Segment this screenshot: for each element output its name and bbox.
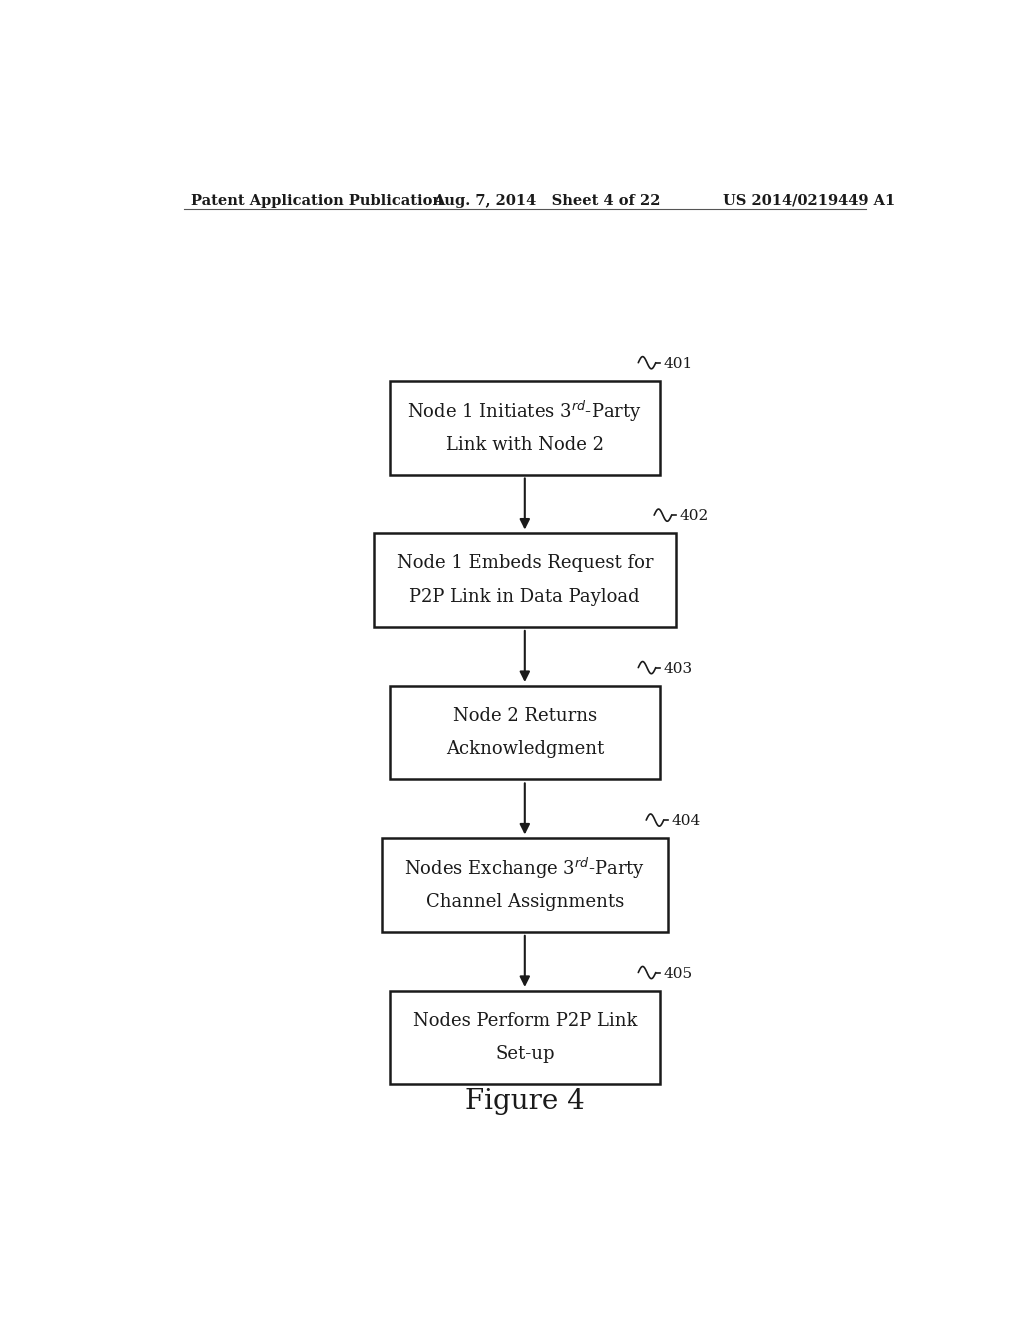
Text: Node 1 Embeds Request for: Node 1 Embeds Request for xyxy=(396,554,653,573)
Text: Channel Assignments: Channel Assignments xyxy=(426,892,624,911)
Text: 404: 404 xyxy=(672,814,700,828)
Text: 405: 405 xyxy=(664,966,693,981)
Text: P2P Link in Data Payload: P2P Link in Data Payload xyxy=(410,587,640,606)
Bar xyxy=(390,686,659,779)
Text: Patent Application Publication: Patent Application Publication xyxy=(191,194,443,209)
Bar xyxy=(390,991,659,1084)
Text: Nodes Perform P2P Link: Nodes Perform P2P Link xyxy=(413,1012,637,1030)
Text: 402: 402 xyxy=(680,510,709,523)
Text: 403: 403 xyxy=(664,661,693,676)
Text: Nodes Exchange 3$^{rd}$-Party: Nodes Exchange 3$^{rd}$-Party xyxy=(404,855,645,880)
Bar xyxy=(382,838,668,932)
Text: Node 1 Initiates 3$^{rd}$-Party: Node 1 Initiates 3$^{rd}$-Party xyxy=(408,399,642,424)
Text: Aug. 7, 2014   Sheet 4 of 22: Aug. 7, 2014 Sheet 4 of 22 xyxy=(433,194,662,209)
Text: Figure 4: Figure 4 xyxy=(465,1088,585,1115)
Text: US 2014/0219449 A1: US 2014/0219449 A1 xyxy=(723,194,895,209)
Text: Node 2 Returns: Node 2 Returns xyxy=(453,708,597,725)
Text: 401: 401 xyxy=(664,356,693,371)
Bar xyxy=(374,533,676,627)
Bar xyxy=(390,381,659,474)
Text: Set-up: Set-up xyxy=(495,1045,555,1064)
Text: Link with Node 2: Link with Node 2 xyxy=(445,436,604,454)
Text: Acknowledgment: Acknowledgment xyxy=(445,741,604,759)
